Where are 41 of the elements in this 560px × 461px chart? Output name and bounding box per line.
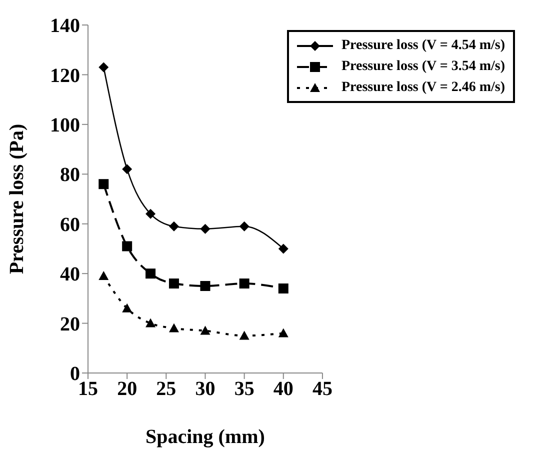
y-axis-title: Pressure loss (Pa) [6,124,28,274]
point [168,278,179,289]
point [239,278,250,289]
x-tick-label: 15 [78,378,98,400]
point [98,62,109,72]
point [168,221,179,232]
point [278,328,288,338]
y-tick-label: 40 [60,264,80,286]
point [168,323,179,332]
x-tick-label: 35 [234,378,254,400]
point [200,224,210,234]
x-tick-label: 25 [156,378,176,400]
legend-label: Pressure loss (V = 3.54 m/s) [341,58,505,74]
point [146,318,156,328]
point [200,326,210,335]
y-tick-label: 20 [60,313,80,336]
y-tick-label: 140 [50,15,80,38]
point [278,244,288,254]
point [278,283,288,294]
legend-label: Pressure loss (V = 4.54 m/s) [341,38,505,54]
point [122,241,132,252]
point [146,268,156,279]
x-axis-title: Spacing (mm) [146,426,265,448]
point [146,208,156,219]
point [98,179,109,190]
legend-label: Pressure loss (V = 2.46 m/s) [341,80,505,96]
x-tick-label: 45 [312,378,332,400]
x-tick-label: 40 [273,378,294,400]
y-tick-label: 60 [60,214,80,236]
point [122,303,132,312]
x-tick-label: 20 [117,378,138,400]
point [122,164,132,174]
y-tick-label: 100 [50,114,80,137]
point [239,221,250,232]
y-tick-label: 0 [70,363,80,386]
y-tick-label: 120 [50,64,80,87]
point [98,271,109,280]
y-tick-label: 80 [60,164,80,186]
point [239,330,250,340]
point [200,281,210,291]
x-tick-label: 30 [195,378,216,400]
